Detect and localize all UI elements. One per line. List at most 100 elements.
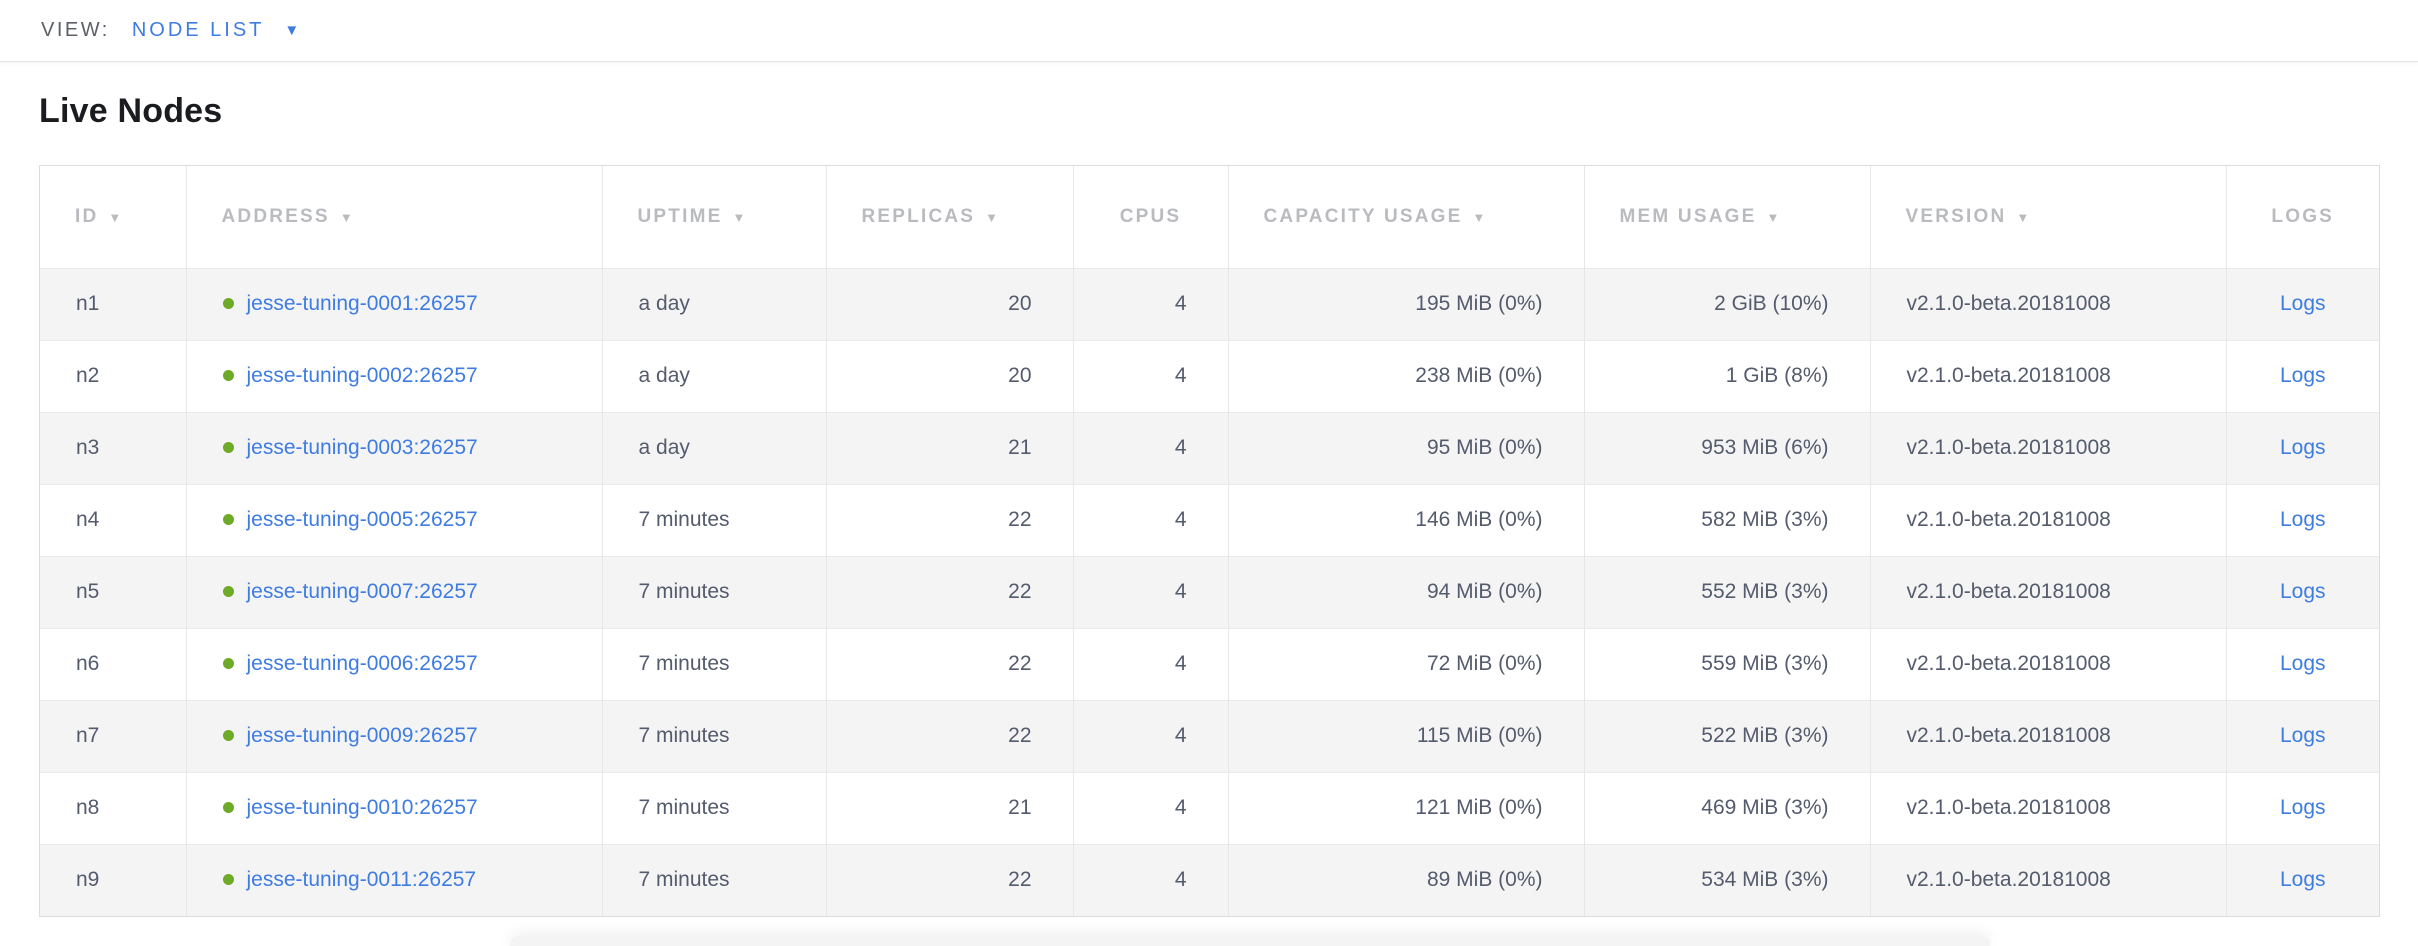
node-logs-cell: Logs	[2225, 412, 2379, 484]
logs-link[interactable]: Logs	[2279, 580, 2326, 603]
node-uptime-cell: 7 minutes	[601, 700, 826, 772]
chevron-down-icon: ▼	[284, 22, 300, 39]
node-id-cell: n9	[76, 868, 100, 892]
node-replicas-cell: 22	[825, 628, 1073, 700]
node-cpus-cell: 4	[1072, 268, 1228, 340]
table-row: n8 jesse-tuning-0010:26257 7 minutes 21 …	[40, 772, 2379, 844]
node-cpus-cell: 4	[1072, 772, 1228, 844]
node-mem-cell: 2 GiB (10%)	[1583, 268, 1870, 340]
column-header-mem-usage[interactable]: MEM USAGE ▼	[1583, 166, 1870, 268]
node-uptime-cell: 7 minutes	[601, 556, 826, 628]
node-version-cell: v2.1.0-beta.20181008	[1869, 772, 2226, 844]
sort-desc-icon: ▼	[108, 209, 124, 225]
node-id-cell: n6	[76, 652, 100, 675]
node-address-link[interactable]: jesse-tuning-0006:26257	[246, 652, 478, 675]
node-cpus-cell: 4	[1072, 484, 1228, 556]
node-address-link[interactable]: jesse-tuning-0010:26257	[246, 796, 478, 819]
column-header-label: ADDRESS	[221, 205, 330, 227]
node-capacity-cell: 72 MiB (0%)	[1227, 628, 1584, 700]
node-replicas-cell: 22	[825, 556, 1073, 628]
node-version-cell: v2.1.0-beta.20181008	[1869, 556, 2226, 628]
node-address-cell: jesse-tuning-0005:26257	[185, 484, 602, 556]
sort-desc-icon: ▼	[732, 209, 748, 225]
node-live-status-icon	[222, 802, 234, 813]
table-row: n3 jesse-tuning-0003:26257 a day 21 4 95…	[40, 412, 2379, 484]
node-replicas-cell: 21	[825, 772, 1073, 844]
node-mem-cell: 559 MiB (3%)	[1583, 628, 1870, 700]
column-header-capacity-usage[interactable]: CAPACITY USAGE ▼	[1227, 166, 1584, 268]
node-version-cell: v2.1.0-beta.20181008	[1869, 412, 2226, 484]
node-address-cell: jesse-tuning-0006:26257	[185, 628, 602, 700]
node-version-cell: v2.1.0-beta.20181008	[1869, 628, 2226, 700]
logs-link[interactable]: Logs	[2279, 364, 2326, 387]
node-uptime-cell: 7 minutes	[601, 628, 826, 700]
column-header-logs: LOGS	[2225, 166, 2379, 268]
node-logs-cell: Logs	[2225, 772, 2379, 844]
node-capacity-cell: 95 MiB (0%)	[1227, 412, 1584, 484]
node-id-cell: n1	[76, 292, 100, 315]
node-address-cell: jesse-tuning-0003:26257	[185, 412, 602, 484]
node-address-link[interactable]: jesse-tuning-0011:26257	[246, 868, 477, 892]
column-header-label: MEM USAGE	[1619, 205, 1757, 227]
column-header-id[interactable]: ID ▼	[40, 166, 186, 268]
logs-link[interactable]: Logs	[2279, 868, 2326, 892]
node-uptime-cell: a day	[601, 412, 826, 484]
node-mem-cell: 534 MiB (3%)	[1583, 844, 1870, 916]
logs-link[interactable]: Logs	[2279, 436, 2326, 459]
column-header-cpus: CPUS	[1072, 166, 1228, 268]
node-address-link[interactable]: jesse-tuning-0001:26257	[246, 292, 478, 315]
column-header-label: REPLICAS	[861, 205, 976, 227]
node-version-cell: v2.1.0-beta.20181008	[1869, 268, 2226, 340]
node-replicas-cell: 22	[825, 700, 1073, 772]
sort-desc-icon: ▼	[1766, 209, 1782, 225]
logs-link[interactable]: Logs	[2279, 796, 2326, 819]
node-address-link[interactable]: jesse-tuning-0003:26257	[246, 436, 478, 459]
logs-link[interactable]: Logs	[2279, 652, 2326, 675]
node-address-link[interactable]: jesse-tuning-0007:26257	[246, 580, 478, 603]
view-selected-value: NODE LIST	[131, 19, 265, 41]
column-header-address[interactable]: ADDRESS ▼	[185, 166, 602, 268]
node-address-link[interactable]: jesse-tuning-0009:26257	[246, 724, 478, 747]
table-row: n4 jesse-tuning-0005:26257 7 minutes 22 …	[40, 484, 2379, 556]
node-replicas-cell: 22	[825, 484, 1073, 556]
logs-link[interactable]: Logs	[2279, 292, 2326, 315]
column-header-version[interactable]: VERSION ▼	[1869, 166, 2226, 268]
column-header-label: ID	[75, 205, 99, 227]
node-replicas-cell: 21	[825, 412, 1073, 484]
node-mem-cell: 953 MiB (6%)	[1583, 412, 1870, 484]
node-id-cell: n4	[76, 508, 100, 531]
node-cpus-cell: 4	[1072, 340, 1228, 412]
view-selector-dropdown[interactable]: NODE LIST ▼	[132, 19, 299, 42]
node-id-cell: n2	[76, 364, 100, 387]
node-address-link[interactable]: jesse-tuning-0005:26257	[246, 508, 478, 531]
node-version-cell: v2.1.0-beta.20181008	[1869, 844, 2226, 916]
node-capacity-cell: 89 MiB (0%)	[1227, 844, 1584, 916]
node-logs-cell: Logs	[2225, 268, 2379, 340]
node-cpus-cell: 4	[1072, 556, 1228, 628]
node-id-cell: n8	[76, 796, 100, 819]
node-version-cell: v2.1.0-beta.20181008	[1869, 484, 2226, 556]
logs-link[interactable]: Logs	[2279, 508, 2326, 531]
bottom-overlay-shadow	[510, 936, 1990, 946]
table-row: n7 jesse-tuning-0009:26257 7 minutes 22 …	[40, 700, 2379, 772]
column-header-replicas[interactable]: REPLICAS ▼	[825, 166, 1073, 268]
column-header-label: UPTIME	[637, 205, 723, 227]
node-live-status-icon	[222, 874, 234, 886]
node-mem-cell: 582 MiB (3%)	[1583, 484, 1870, 556]
node-live-status-icon	[222, 442, 234, 453]
table-row: n5 jesse-tuning-0007:26257 7 minutes 22 …	[40, 556, 2379, 628]
node-cpus-cell: 4	[1072, 412, 1228, 484]
node-uptime-cell: 7 minutes	[601, 772, 826, 844]
column-header-label: LOGS	[2271, 205, 2335, 227]
node-address-link[interactable]: jesse-tuning-0002:26257	[246, 364, 478, 387]
sort-desc-icon: ▼	[339, 209, 355, 225]
node-address-cell: jesse-tuning-0010:26257	[185, 772, 602, 844]
table-row: n2 jesse-tuning-0002:26257 a day 20 4 23…	[40, 340, 2379, 412]
logs-link[interactable]: Logs	[2279, 724, 2326, 747]
column-header-uptime[interactable]: UPTIME ▼	[601, 166, 826, 268]
node-address-cell: jesse-tuning-0007:26257	[185, 556, 602, 628]
node-cpus-cell: 4	[1072, 844, 1228, 916]
node-address-cell: jesse-tuning-0011:26257	[185, 844, 602, 916]
node-id-cell: n7	[76, 724, 100, 747]
node-cpus-cell: 4	[1072, 700, 1228, 772]
